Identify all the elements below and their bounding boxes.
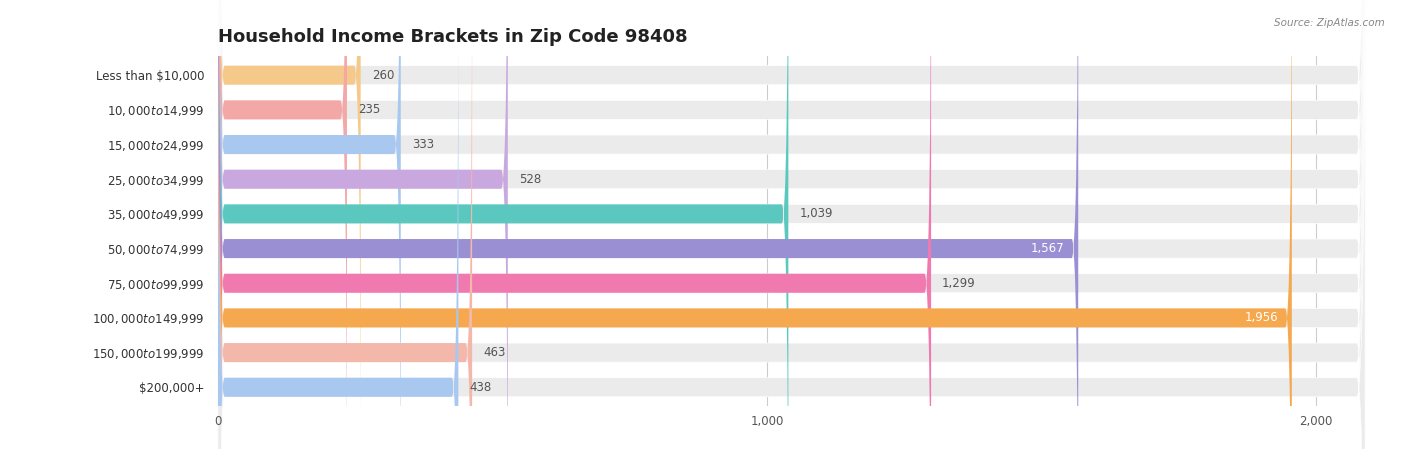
- Text: 1,299: 1,299: [942, 277, 976, 290]
- Text: 438: 438: [470, 381, 492, 394]
- FancyBboxPatch shape: [218, 0, 1365, 449]
- Text: 1,039: 1,039: [800, 207, 832, 220]
- FancyBboxPatch shape: [218, 0, 1365, 449]
- FancyBboxPatch shape: [218, 0, 1365, 449]
- Text: 1,956: 1,956: [1244, 312, 1278, 325]
- Text: Source: ZipAtlas.com: Source: ZipAtlas.com: [1274, 18, 1385, 28]
- FancyBboxPatch shape: [218, 0, 458, 449]
- FancyBboxPatch shape: [218, 0, 401, 449]
- FancyBboxPatch shape: [218, 0, 789, 449]
- Text: Household Income Brackets in Zip Code 98408: Household Income Brackets in Zip Code 98…: [218, 28, 688, 46]
- FancyBboxPatch shape: [218, 0, 1365, 449]
- FancyBboxPatch shape: [218, 0, 1365, 449]
- FancyBboxPatch shape: [218, 0, 1365, 449]
- FancyBboxPatch shape: [218, 0, 1078, 449]
- FancyBboxPatch shape: [218, 0, 1365, 449]
- Text: 463: 463: [484, 346, 506, 359]
- Text: 528: 528: [519, 173, 541, 186]
- FancyBboxPatch shape: [218, 0, 472, 449]
- FancyBboxPatch shape: [218, 0, 1365, 449]
- Text: 260: 260: [371, 69, 394, 82]
- FancyBboxPatch shape: [218, 0, 1365, 449]
- Text: 1,567: 1,567: [1031, 242, 1064, 255]
- FancyBboxPatch shape: [218, 0, 931, 449]
- FancyBboxPatch shape: [218, 0, 1365, 449]
- FancyBboxPatch shape: [218, 0, 1292, 449]
- FancyBboxPatch shape: [218, 0, 361, 449]
- FancyBboxPatch shape: [218, 0, 508, 449]
- FancyBboxPatch shape: [218, 0, 347, 449]
- Text: 235: 235: [359, 103, 380, 116]
- Text: 333: 333: [412, 138, 434, 151]
